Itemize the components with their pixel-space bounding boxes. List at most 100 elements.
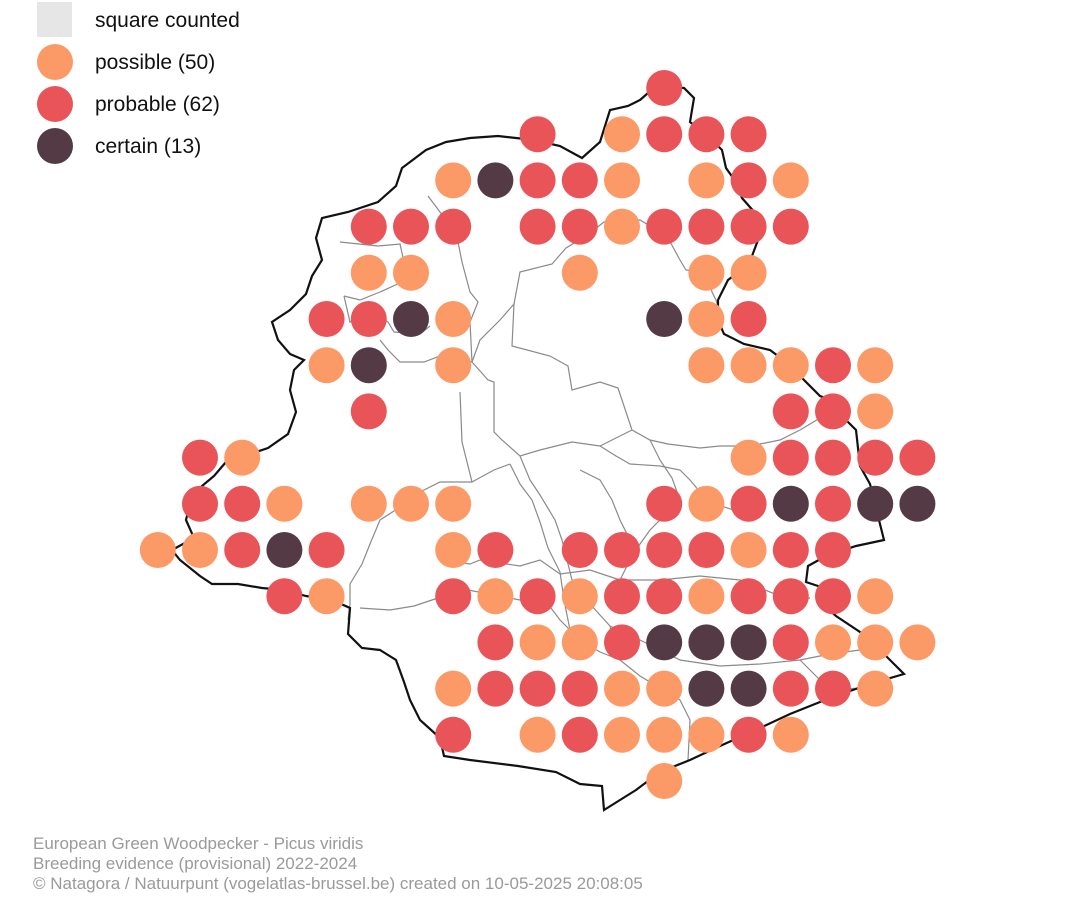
grid-cell-certain (688, 624, 725, 661)
caption-species: European Green Woodpecker - Picus viridi… (33, 834, 364, 853)
grid-cell-possible (730, 439, 767, 476)
grid-cell-possible (435, 532, 472, 568)
grid-cell-probable (308, 532, 345, 568)
grid-cell-probable (561, 670, 598, 707)
grid-cell-possible (730, 347, 767, 384)
grid-cell-possible (688, 301, 725, 337)
grid-cell-probable (350, 208, 387, 245)
grid-cell-possible (350, 485, 387, 522)
grid-cell-probable (561, 532, 598, 568)
grid-cell-certain (393, 301, 429, 337)
grid-cell-probable (350, 393, 387, 430)
grid-cell-possible (857, 393, 894, 430)
grid-cell-probable (815, 393, 851, 430)
grid-cell-certain (730, 624, 767, 661)
grid-cell-possible (646, 670, 683, 707)
grid-cell-possible (899, 624, 936, 661)
grid-cell-probable (308, 301, 345, 337)
grid-cell-probable (772, 208, 809, 245)
grid-cell-probable (646, 70, 683, 106)
grid-cell-certain (899, 485, 936, 522)
grid-cell-probable (646, 116, 683, 153)
grid-cell-possible (688, 578, 725, 615)
grid-cell-probable (519, 578, 556, 615)
grid-cell-certain (772, 485, 809, 522)
grid-cell-possible (308, 578, 345, 615)
grid-cell-probable (815, 347, 851, 384)
grid-cell-probable (646, 532, 683, 568)
grid-cell-probable (561, 208, 598, 245)
grid-cell-possible (772, 716, 809, 753)
grid-cell-certain (266, 532, 303, 568)
grid-cell-probable (604, 532, 640, 568)
legend-swatch-counted (37, 2, 72, 37)
grid-cell-probable (646, 208, 683, 245)
legend: square counted possible (50) probable (6… (37, 2, 240, 164)
grid-cell-probable (224, 532, 261, 568)
grid-cell-certain (646, 624, 683, 661)
grid-cell-possible (646, 716, 683, 753)
grid-cell-probable (815, 439, 851, 476)
grid-cell-probable (604, 578, 640, 615)
grid-cell-certain (688, 670, 725, 707)
grid-cell-probable (561, 716, 598, 753)
legend-swatch-possible (37, 44, 73, 80)
grid-cell-possible (688, 716, 725, 753)
grid-cells (139, 70, 936, 799)
grid-cell-possible (182, 532, 218, 568)
legend-label-counted: square counted (95, 9, 240, 32)
grid-cell-possible (646, 763, 683, 799)
grid-cell-possible (730, 254, 767, 291)
legend-swatch-certain (37, 128, 73, 164)
grid-cell-probable (477, 670, 514, 707)
grid-cell-probable (772, 439, 809, 476)
grid-cell-possible (519, 624, 556, 661)
grid-cell-probable (604, 624, 640, 661)
grid-cell-probable (688, 208, 725, 245)
grid-cell-probable (772, 393, 809, 430)
grid-cell-probable (730, 116, 767, 153)
legend-label-certain: certain (13) (95, 135, 201, 158)
grid-cell-probable (772, 578, 809, 615)
grid-cell-possible (435, 301, 472, 337)
grid-cell-probable (688, 116, 725, 153)
grid-cell-probable (815, 485, 851, 522)
grid-cell-possible (688, 347, 725, 384)
grid-cell-possible (688, 485, 725, 522)
grid-cell-probable (477, 624, 514, 661)
grid-cell-probable (730, 301, 767, 337)
grid-cell-possible (857, 578, 894, 615)
grid-cell-certain (350, 347, 387, 384)
grid-cell-probable (730, 208, 767, 245)
grid-cell-possible (688, 162, 725, 199)
grid-cell-probable (224, 485, 261, 522)
grid-cell-probable (182, 439, 218, 476)
grid-cell-possible (393, 254, 429, 291)
legend-label-possible: possible (50) (95, 51, 215, 74)
grid-cell-probable (561, 162, 598, 199)
grid-cell-probable (815, 670, 851, 707)
grid-cell-probable (519, 670, 556, 707)
grid-cell-probable (815, 532, 851, 568)
grid-cell-possible (435, 670, 472, 707)
grid-cell-probable (435, 208, 472, 245)
grid-cell-probable (772, 532, 809, 568)
grid-cell-probable (815, 578, 851, 615)
grid-cell-probable (182, 485, 218, 522)
grid-cell-certain (646, 301, 683, 337)
grid-cell-certain (857, 485, 894, 522)
grid-cell-possible (688, 254, 725, 291)
grid-cell-possible (561, 254, 598, 291)
grid-cell-probable (857, 439, 894, 476)
grid-cell-possible (857, 347, 894, 384)
grid-cell-possible (139, 532, 176, 568)
grid-cell-probable (730, 578, 767, 615)
grid-cell-probable (435, 578, 472, 615)
grid-cell-possible (435, 485, 472, 522)
grid-cell-certain (730, 670, 767, 707)
grid-cell-possible (772, 347, 809, 384)
grid-cell-probable (393, 208, 429, 245)
grid-cell-probable (730, 485, 767, 522)
grid-cell-possible (477, 578, 514, 615)
grid-cell-probable (772, 624, 809, 661)
